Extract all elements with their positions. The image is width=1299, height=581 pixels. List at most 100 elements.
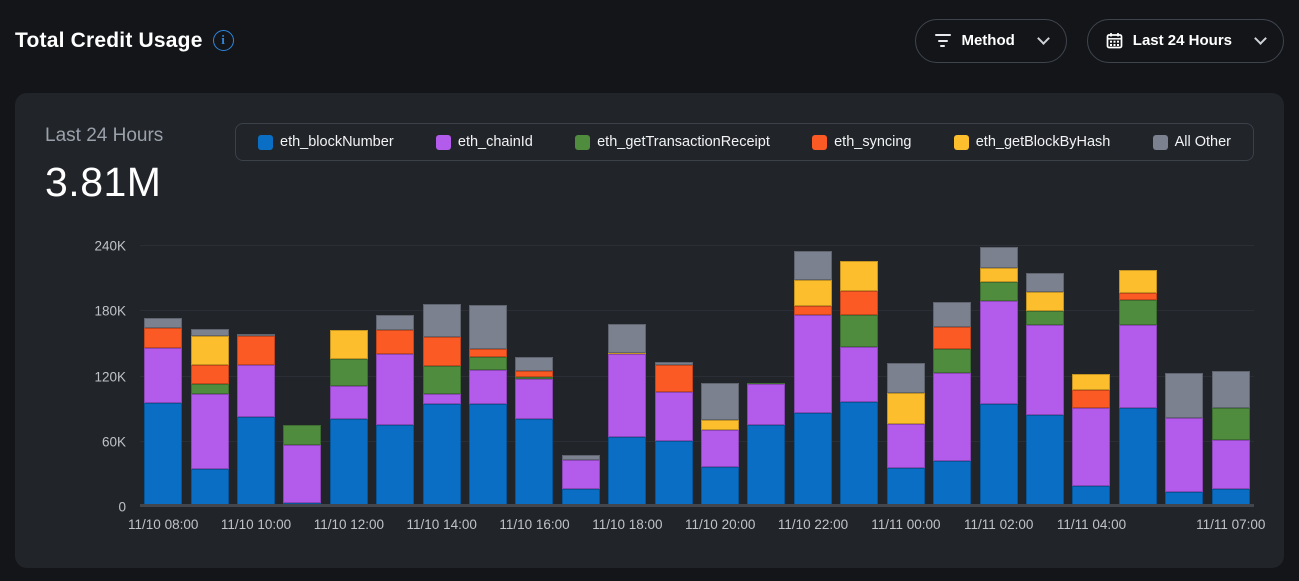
stacked-bar[interactable]: [237, 334, 276, 507]
bar-segment[interactable]: [376, 425, 415, 507]
bar-segment[interactable]: [933, 373, 972, 462]
bar-segment[interactable]: [515, 376, 554, 379]
stacked-bar[interactable]: [1118, 269, 1157, 507]
bar-segment[interactable]: [1025, 414, 1064, 507]
bar-segment[interactable]: [515, 356, 554, 372]
stacked-bar[interactable]: [840, 261, 879, 507]
bar-segment[interactable]: [376, 353, 415, 426]
bar-segment[interactable]: [654, 440, 693, 507]
bar-segment[interactable]: [840, 347, 879, 402]
bar-segment[interactable]: [840, 290, 879, 315]
bar-segment[interactable]: [1165, 417, 1204, 492]
bar-segment[interactable]: [469, 356, 508, 370]
bar-segment[interactable]: [1211, 439, 1250, 489]
method-filter-dropdown[interactable]: Method: [915, 18, 1067, 63]
stacked-bar[interactable]: [376, 314, 415, 507]
bar-segment[interactable]: [1025, 273, 1064, 292]
bar-segment[interactable]: [886, 392, 925, 425]
info-icon[interactable]: i: [212, 30, 234, 51]
bar-segment[interactable]: [561, 454, 600, 461]
bar-segment[interactable]: [701, 429, 740, 467]
bar-segment[interactable]: [608, 437, 647, 507]
bar-segment[interactable]: [422, 303, 461, 338]
bar-segment[interactable]: [515, 418, 554, 507]
bar-segment[interactable]: [701, 466, 740, 507]
bar-segment[interactable]: [840, 314, 879, 348]
bar-segment[interactable]: [654, 362, 693, 365]
bar-segment[interactable]: [422, 403, 461, 507]
bar-segment[interactable]: [1025, 325, 1064, 415]
bar-segment[interactable]: [1072, 389, 1111, 409]
stacked-bar[interactable]: [1025, 273, 1064, 507]
bar-segment[interactable]: [886, 467, 925, 507]
stacked-bar[interactable]: [608, 324, 647, 507]
bar-segment[interactable]: [469, 369, 508, 404]
bar-segment[interactable]: [190, 364, 229, 385]
stacked-bar[interactable]: [561, 454, 600, 507]
bar-segment[interactable]: [422, 393, 461, 404]
bar-segment[interactable]: [515, 378, 554, 419]
bar-segment[interactable]: [608, 352, 647, 354]
bar-segment[interactable]: [190, 393, 229, 469]
bar-segment[interactable]: [469, 349, 508, 357]
bar-segment[interactable]: [793, 251, 832, 280]
bar-segment[interactable]: [329, 386, 368, 419]
bar-segment[interactable]: [1072, 486, 1111, 507]
stacked-bar[interactable]: [144, 317, 183, 507]
bar-segment[interactable]: [933, 461, 972, 507]
bar-segment[interactable]: [190, 328, 229, 337]
bar-segment[interactable]: [561, 460, 600, 489]
bar-segment[interactable]: [1118, 300, 1157, 326]
bar-segment[interactable]: [979, 281, 1018, 302]
stacked-bar[interactable]: [1072, 374, 1111, 507]
stacked-bar[interactable]: [979, 247, 1018, 507]
stacked-bar[interactable]: [422, 303, 461, 507]
stacked-bar[interactable]: [469, 304, 508, 507]
bar-segment[interactable]: [329, 329, 368, 360]
stacked-bar[interactable]: [886, 363, 925, 507]
bar-segment[interactable]: [561, 488, 600, 507]
bar-segment[interactable]: [1072, 408, 1111, 487]
bar-segment[interactable]: [190, 468, 229, 507]
bar-segment[interactable]: [1072, 374, 1111, 390]
legend-item[interactable]: All Other: [1152, 134, 1231, 150]
bar-segment[interactable]: [515, 371, 554, 377]
bar-segment[interactable]: [654, 364, 693, 392]
legend-item[interactable]: eth_getBlockByHash: [953, 134, 1110, 150]
bar-segment[interactable]: [469, 304, 508, 350]
bar-segment[interactable]: [1211, 488, 1250, 507]
bar-segment[interactable]: [979, 403, 1018, 507]
stacked-bar[interactable]: [283, 425, 322, 507]
bar-segment[interactable]: [840, 401, 879, 507]
bar-segment[interactable]: [329, 359, 368, 387]
bar-segment[interactable]: [979, 301, 1018, 404]
bar-segment[interactable]: [237, 416, 276, 507]
bar-segment[interactable]: [747, 383, 786, 385]
legend-item[interactable]: eth_chainId: [435, 134, 533, 150]
bar-segment[interactable]: [283, 445, 322, 503]
stacked-bar[interactable]: [747, 383, 786, 507]
bar-segment[interactable]: [933, 326, 972, 350]
bar-segment[interactable]: [1165, 373, 1204, 418]
bar-segment[interactable]: [840, 261, 879, 291]
legend-item[interactable]: eth_blockNumber: [258, 134, 394, 150]
bar-segment[interactable]: [608, 324, 647, 353]
bar-segment[interactable]: [793, 413, 832, 507]
bar-segment[interactable]: [747, 384, 786, 426]
bar-segment[interactable]: [793, 279, 832, 306]
stacked-bar[interactable]: [654, 362, 693, 507]
bar-segment[interactable]: [422, 337, 461, 366]
bar-segment[interactable]: [376, 329, 415, 354]
bar-segment[interactable]: [1025, 291, 1064, 312]
stacked-bar[interactable]: [793, 251, 832, 507]
bar-segment[interactable]: [1211, 408, 1250, 440]
bar-segment[interactable]: [793, 314, 832, 414]
bar-segment[interactable]: [190, 384, 229, 394]
bar-segment[interactable]: [144, 402, 183, 507]
bar-segment[interactable]: [1118, 325, 1157, 409]
bar-segment[interactable]: [747, 425, 786, 507]
stacked-bar[interactable]: [329, 329, 368, 507]
bar-segment[interactable]: [237, 334, 276, 337]
bar-segment[interactable]: [886, 424, 925, 468]
time-range-dropdown[interactable]: Last 24 Hours: [1086, 18, 1284, 63]
